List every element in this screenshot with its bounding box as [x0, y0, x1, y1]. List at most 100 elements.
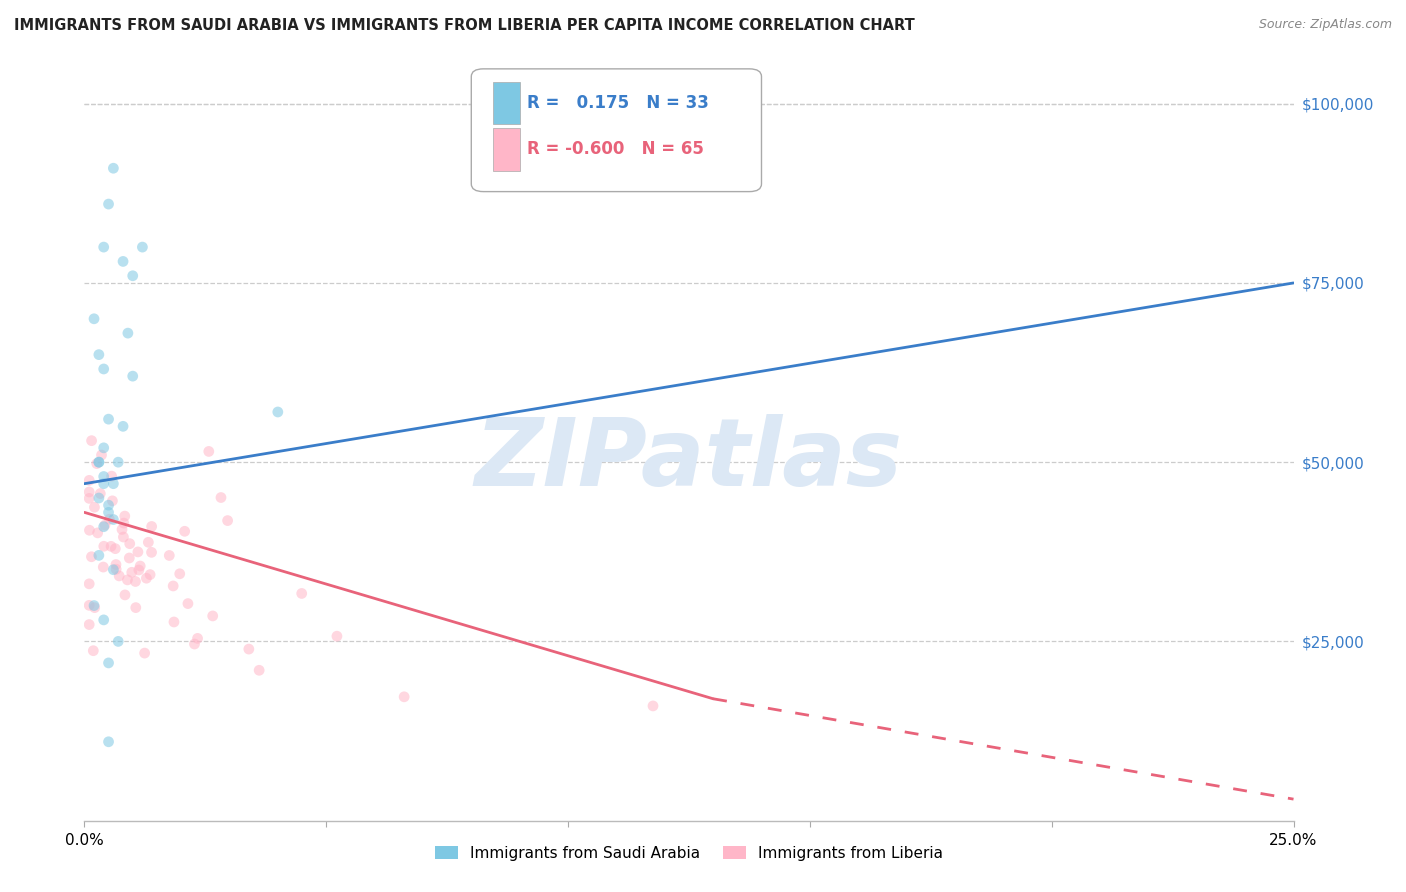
Point: [121, 268, 143, 283]
Point: [93, 519, 115, 533]
Point: [93, 539, 115, 553]
Point: [87, 549, 110, 563]
Point: [187, 632, 209, 646]
Point: [86, 457, 108, 471]
Point: [87, 455, 110, 469]
Point: [173, 524, 195, 539]
Point: [217, 514, 239, 528]
Point: [138, 535, 160, 549]
Point: [93, 240, 115, 254]
Text: R =   0.175   N = 33: R = 0.175 N = 33: [527, 95, 709, 112]
Point: [177, 597, 200, 611]
Point: [103, 161, 125, 176]
Point: [77, 617, 100, 632]
Legend: Immigrants from Saudi Arabia, Immigrants from Liberia: Immigrants from Saudi Arabia, Immigrants…: [429, 839, 949, 867]
Point: [201, 609, 224, 624]
Point: [93, 469, 115, 483]
Point: [121, 566, 143, 580]
Point: [80, 549, 103, 564]
Point: [139, 567, 162, 582]
Point: [641, 698, 664, 713]
Point: [128, 563, 150, 577]
Point: [135, 571, 157, 585]
Point: [114, 588, 136, 602]
Point: [97, 412, 120, 426]
Point: [97, 197, 120, 211]
Point: [103, 563, 125, 577]
Point: [112, 254, 135, 268]
FancyBboxPatch shape: [494, 82, 520, 125]
FancyBboxPatch shape: [494, 128, 520, 170]
Point: [93, 441, 115, 455]
Point: [108, 569, 131, 583]
Point: [93, 362, 115, 376]
Point: [238, 642, 260, 657]
Point: [97, 735, 120, 749]
Point: [100, 540, 122, 554]
Point: [77, 599, 100, 613]
Point: [117, 326, 139, 340]
Point: [100, 469, 122, 483]
Point: [93, 476, 115, 491]
Point: [89, 486, 111, 500]
Point: [77, 474, 100, 488]
Point: [97, 656, 120, 670]
Point: [101, 493, 124, 508]
Point: [87, 491, 110, 505]
Text: R = -0.600   N = 65: R = -0.600 N = 65: [527, 140, 704, 159]
Point: [183, 637, 205, 651]
Point: [118, 551, 141, 566]
Point: [209, 491, 232, 505]
Point: [267, 405, 290, 419]
Point: [112, 530, 135, 544]
Point: [117, 573, 139, 587]
Point: [97, 505, 120, 519]
Point: [124, 574, 146, 589]
Point: [103, 476, 125, 491]
Text: Source: ZipAtlas.com: Source: ZipAtlas.com: [1258, 18, 1392, 31]
Point: [392, 690, 415, 704]
Point: [104, 558, 127, 572]
Text: ZIPatlas: ZIPatlas: [475, 414, 903, 506]
Point: [77, 485, 100, 500]
Point: [112, 516, 135, 530]
Point: [326, 629, 349, 643]
Point: [93, 613, 115, 627]
Point: [118, 536, 141, 550]
Point: [157, 549, 180, 563]
Point: [169, 566, 191, 581]
Point: [114, 509, 136, 524]
Point: [94, 518, 117, 533]
Point: [129, 559, 152, 574]
Point: [104, 541, 127, 556]
Point: [134, 646, 156, 660]
Point: [80, 434, 103, 448]
Point: [103, 512, 125, 526]
Point: [86, 525, 108, 540]
Point: [91, 560, 114, 574]
Point: [83, 600, 105, 615]
FancyBboxPatch shape: [471, 69, 762, 192]
Point: [162, 579, 184, 593]
Point: [121, 369, 143, 384]
Point: [87, 348, 110, 362]
Point: [90, 448, 112, 462]
Point: [127, 545, 149, 559]
Point: [197, 444, 219, 458]
Point: [83, 500, 105, 515]
Point: [87, 455, 110, 469]
Point: [107, 634, 129, 648]
Point: [105, 562, 128, 576]
Point: [83, 599, 105, 613]
Point: [141, 519, 163, 533]
Point: [107, 455, 129, 469]
Point: [83, 311, 105, 326]
Point: [112, 419, 135, 434]
Point: [97, 498, 120, 512]
Point: [163, 615, 186, 629]
Point: [111, 523, 134, 537]
Text: IMMIGRANTS FROM SAUDI ARABIA VS IMMIGRANTS FROM LIBERIA PER CAPITA INCOME CORREL: IMMIGRANTS FROM SAUDI ARABIA VS IMMIGRAN…: [14, 18, 915, 33]
Point: [131, 240, 153, 254]
Point: [125, 600, 148, 615]
Point: [77, 577, 100, 591]
